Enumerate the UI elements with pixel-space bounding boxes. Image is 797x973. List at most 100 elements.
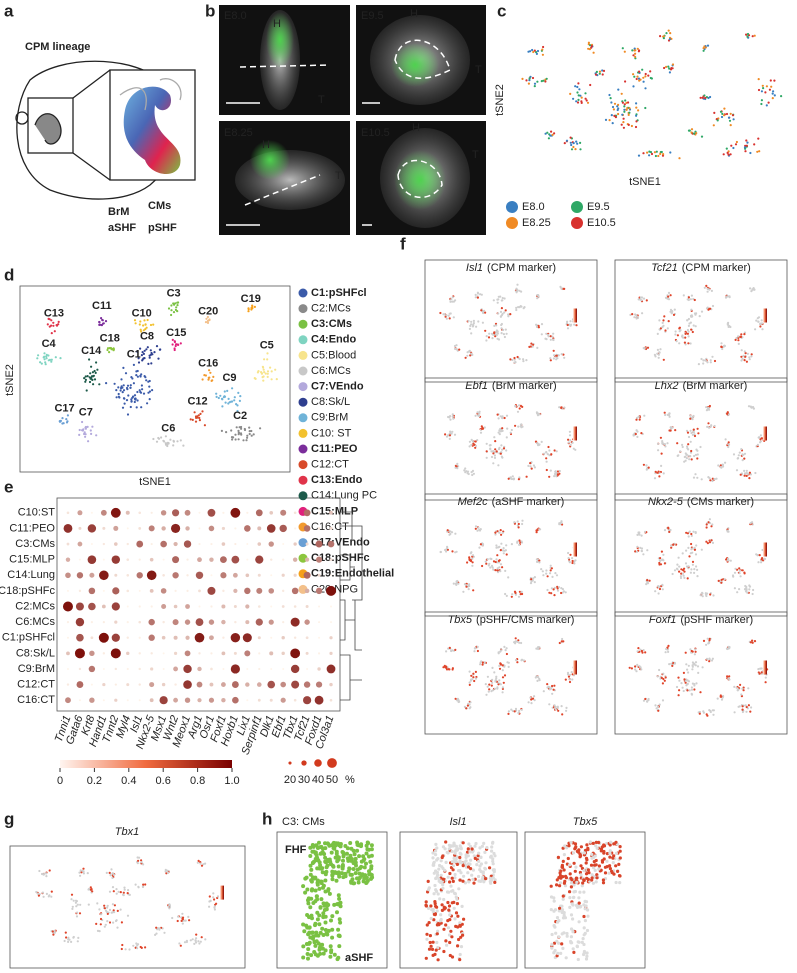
cell-dot xyxy=(309,867,314,872)
cell-dot xyxy=(57,320,60,323)
cell-dot xyxy=(668,67,671,70)
cell-dot xyxy=(570,878,574,882)
cell-dot xyxy=(578,88,581,91)
cluster-tag: C16 xyxy=(198,358,218,370)
cell-dot xyxy=(727,441,730,444)
cell-dot xyxy=(564,678,567,681)
cell-dot xyxy=(754,328,757,331)
cell-dot xyxy=(497,448,501,451)
expression-dot xyxy=(232,696,239,704)
cell-dot xyxy=(720,581,723,584)
cell-dot xyxy=(474,444,478,447)
expression-dot xyxy=(210,667,213,671)
cell-dot xyxy=(529,465,532,468)
expression-dot xyxy=(172,619,179,626)
cell-dot xyxy=(558,406,561,409)
cell-dot xyxy=(443,906,447,910)
cell-dot xyxy=(510,543,513,546)
cell-dot xyxy=(727,677,730,680)
cell-dot xyxy=(567,551,570,555)
cell-dot xyxy=(85,389,88,392)
cell-dot xyxy=(567,675,571,678)
cell-dot xyxy=(313,899,318,904)
cell-dot xyxy=(130,376,133,379)
cell-dot xyxy=(509,313,512,316)
cell-dot xyxy=(584,92,587,95)
expression-dot xyxy=(74,648,85,659)
expression-dot xyxy=(220,556,227,564)
cell-dot xyxy=(448,434,452,437)
cell-dot xyxy=(546,575,549,578)
cell-dot xyxy=(48,318,51,321)
cell-dot xyxy=(88,358,91,361)
region-label: FHF xyxy=(285,844,307,856)
cell-dot xyxy=(678,327,681,330)
cell-dot xyxy=(538,559,541,562)
cell-dot xyxy=(204,374,207,377)
cell-dot xyxy=(494,440,497,443)
cell-dot xyxy=(551,684,554,688)
cell-dot xyxy=(664,676,667,679)
cell-dot xyxy=(732,453,736,456)
expression-dot xyxy=(270,605,273,608)
cell-dot xyxy=(437,867,441,871)
cell-dot xyxy=(757,316,761,319)
cell-dot xyxy=(436,873,440,877)
cell-dot xyxy=(729,153,732,156)
cell-dot xyxy=(665,65,668,68)
cell-dot xyxy=(553,684,556,687)
cell-dot xyxy=(683,678,686,681)
cell-dot xyxy=(705,406,708,409)
cell-dot xyxy=(555,475,558,478)
cell-dot xyxy=(753,640,757,643)
cell-dot xyxy=(485,562,488,565)
cell-dot xyxy=(452,300,455,303)
cell-dot xyxy=(128,893,131,897)
cell-dot xyxy=(569,840,573,845)
cell-dot xyxy=(548,686,551,689)
cell-dot xyxy=(697,671,700,675)
cell-dot xyxy=(688,458,691,461)
cell-dot xyxy=(653,151,657,154)
cell-dot xyxy=(601,69,604,72)
cell-dot xyxy=(435,923,439,927)
cell-dot xyxy=(444,433,447,436)
cell-dot xyxy=(438,897,442,901)
cell-dot xyxy=(552,357,556,360)
expression-dot xyxy=(88,665,96,673)
cell-dot xyxy=(432,863,436,867)
cell-dot xyxy=(681,443,684,446)
cell-dot xyxy=(743,457,746,460)
expression-dot xyxy=(255,555,264,564)
cell-dot xyxy=(237,429,240,432)
cell-dot xyxy=(679,575,683,578)
cell-dot xyxy=(447,908,451,912)
cell-dot xyxy=(642,553,645,556)
cell-dot xyxy=(497,464,500,467)
cell-dot xyxy=(96,902,99,905)
cell-dot xyxy=(516,520,519,523)
cell-dot xyxy=(301,884,306,889)
cell-dot xyxy=(328,954,333,959)
cell-dot xyxy=(306,947,311,952)
cell-dot xyxy=(226,389,229,392)
cell-dot xyxy=(472,472,475,475)
cluster-tag: C18 xyxy=(100,333,120,345)
expression-dot xyxy=(162,652,165,655)
cell-dot xyxy=(726,529,729,532)
cell-dot xyxy=(572,145,575,149)
cell-dot xyxy=(637,415,640,418)
cell-dot xyxy=(176,919,179,923)
cell-dot xyxy=(643,414,646,417)
expression-dot xyxy=(315,587,323,595)
cell-dot xyxy=(704,592,707,595)
cell-dot xyxy=(112,890,115,893)
cell-dot xyxy=(648,579,651,582)
cell-dot xyxy=(605,859,609,863)
expression-dot xyxy=(195,571,204,579)
cell-dot xyxy=(760,99,764,102)
cell-dot xyxy=(425,923,429,927)
cell-dot xyxy=(641,68,644,71)
cell-dot xyxy=(347,866,352,871)
expression-dot xyxy=(126,636,129,639)
